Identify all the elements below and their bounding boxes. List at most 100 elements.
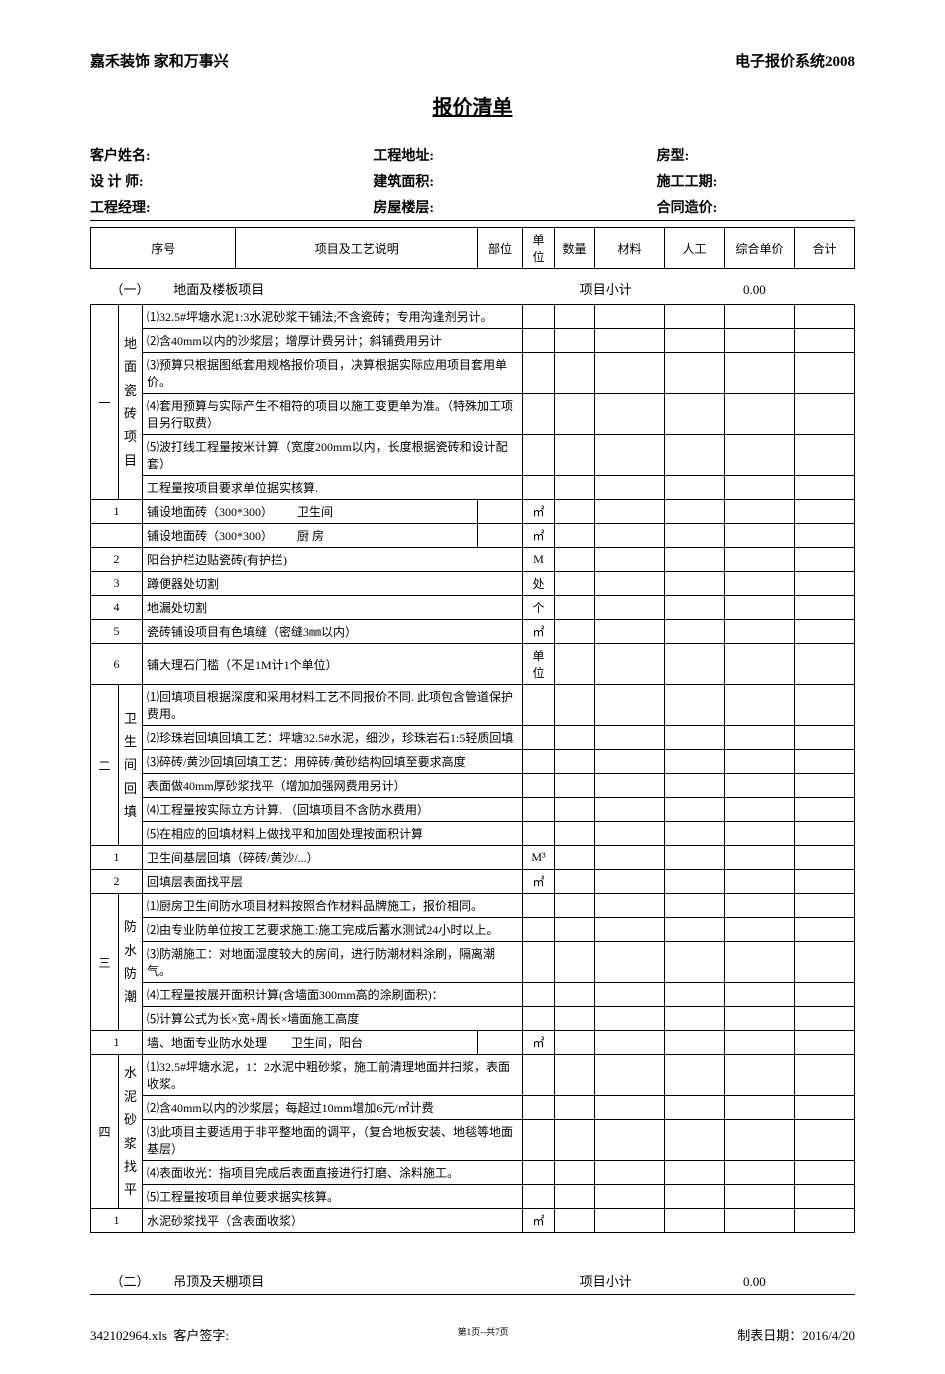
manager-label: 工程经理: — [90, 197, 373, 217]
type-label: 房型: — [657, 145, 855, 165]
doc-title: 报价清单 — [90, 91, 855, 120]
g2-note-2: ⑶碎砖/黄沙回填回填工艺：用碎砖/黄砂结构回填至要求高度 — [143, 750, 523, 774]
g3-note-3: ⑷工程量按展开面积计算(含墙面300mm高的涂刷面积)： — [143, 983, 523, 1007]
info-row-3: 工程经理: 房屋楼层: 合同造价: — [90, 197, 855, 221]
g1-i1-n: 1 — [91, 500, 143, 524]
col-unit: 单位 — [523, 228, 555, 269]
g2-note-4: ⑷工程量按实际立方计算. （回填项目不含防水费用） — [143, 798, 523, 822]
info-row-2: 设 计 师: 建筑面积: 施工工期: — [90, 171, 855, 191]
g3-i1-unit: ㎡ — [523, 1031, 555, 1055]
g3-note-4: ⑸计算公式为长×宽+周长×墙面施工高度 — [143, 1007, 523, 1031]
g2-note-0: ⑴回填项目根据深度和采用材料工艺不同报价不同. 此项包含管道保护费用。 — [143, 685, 523, 726]
section-2-header: （二） 吊顶及天棚项目 项目小计 0.00 — [90, 1261, 855, 1295]
section-1-num: （一） — [90, 279, 170, 298]
g4-i1-n: 1 — [91, 1209, 143, 1233]
address-label: 工程地址: — [373, 145, 656, 165]
g1-note-1: ⑵含40mm以内的沙浆层；增厚计费另计；斜铺费用另计 — [143, 329, 523, 353]
footer-file: 342102964.xls 客户签字: — [90, 1325, 229, 1344]
section-2-name: 吊顶及天棚项目 — [173, 1271, 453, 1290]
g1-i3-unit: M — [523, 548, 555, 572]
g4-note-1: ⑵含40mm以内的沙浆层；每超过10mm增加6元/㎡计费 — [143, 1096, 523, 1120]
col-labor: 人工 — [665, 228, 725, 269]
g1-i4-n: 3 — [91, 572, 143, 596]
customer-label: 客户姓名: — [90, 145, 373, 165]
col-item: 项目及工艺说明 — [236, 228, 478, 269]
g2-i1-desc: 卫生间基层回填（碎砖/黄沙/...） — [143, 846, 523, 870]
doc-header: 嘉禾装饰 家和万事兴 电子报价系统2008 — [90, 50, 855, 71]
g2-note-1: ⑵珍珠岩回填回填工艺：坪塘32.5#水泥，细沙，珍珠岩石1:5轻质回填 — [143, 726, 523, 750]
section-2-subtotal-label: 项目小计 — [580, 1271, 740, 1290]
g2-i2-desc: 回填层表面找平层 — [143, 870, 523, 894]
group-3-name: 防 水 防 潮 — [119, 894, 143, 1031]
g4-note-0: ⑴32.5#坪塘水泥，1：2水泥中粗砂浆，施工前清理地面并扫浆，表面收浆。 — [143, 1055, 523, 1096]
col-material: 材料 — [595, 228, 665, 269]
g2-i1-unit: M³ — [523, 846, 555, 870]
section-1-name: 地面及楼板项目 — [173, 279, 453, 298]
g1-i6-n: 5 — [91, 620, 143, 644]
g1-i7-n: 6 — [91, 644, 143, 685]
g4-i1-unit: ㎡ — [523, 1209, 555, 1233]
footer-page: 第1页--共7页 — [458, 1325, 509, 1344]
g1-note-3: ⑷套用预算与实际产生不相符的项目以施工变更单为准。（特殊加工项目另行取费） — [143, 394, 523, 435]
g1-note-0: ⑴32.5#坪塘水泥1:3水泥砂浆干铺法;不含瓷砖；专用沟逢剂另计。 — [143, 305, 523, 329]
group-1-num: 一 — [91, 305, 119, 500]
g2-i2-unit: ㎡ — [523, 870, 555, 894]
group-4-name: 水 泥 砂 浆 找 平 — [119, 1055, 143, 1209]
g1-i4-desc: 蹲便器处切割 — [143, 572, 523, 596]
section-2-num: （二） — [90, 1271, 170, 1290]
g1-i1-desc: 铺设地面砖（300*300） 卫生间 — [143, 500, 478, 524]
g1-i6-desc: 瓷砖铺设项目有色填缝（密缝3㎜以内） — [143, 620, 523, 644]
g1-i3-desc: 阳台护栏边贴瓷砖(有护拦) — [143, 548, 523, 572]
g3-i1-n: 1 — [91, 1031, 143, 1055]
section-1-subtotal-label: 项目小计 — [580, 279, 740, 298]
main-table: 一 地 面 瓷 砖 项 目 ⑴32.5#坪塘水泥1:3水泥砂浆干铺法;不含瓷砖；… — [90, 304, 855, 1233]
g4-note-4: ⑸工程量按项目单位要求据实核算。 — [143, 1185, 523, 1209]
header-table: 序号 项目及工艺说明 部位 单位 数量 材料 人工 综合单价 合计 — [90, 227, 855, 269]
section-2-subtotal-value: 0.00 — [743, 1274, 823, 1290]
g4-note-2: ⑶此项目主要适用于非平整地面的调平，（复合地板安装、地毯等地面基层） — [143, 1120, 523, 1161]
info-row-1: 客户姓名: 工程地址: 房型: — [90, 145, 855, 165]
contract-label: 合同造价: — [657, 197, 855, 217]
g3-i1-desc: 墙、地面专业防水处理 卫生间，阳台 — [143, 1031, 478, 1055]
g1-i6-unit: ㎡ — [523, 620, 555, 644]
g3-note-0: ⑴厨房卫生间防水项目材料按照合作材料品牌施工，报价相同。 — [143, 894, 523, 918]
g1-note-2: ⑶预算只根据图纸套用规格报价项目，决算根据实际应用项目套用单价。 — [143, 353, 523, 394]
g1-i5-desc: 地漏处切割 — [143, 596, 523, 620]
g1-i3-n: 2 — [91, 548, 143, 572]
group-4-num: 四 — [91, 1055, 119, 1209]
col-unitprice: 综合单价 — [725, 228, 795, 269]
duration-label: 施工工期: — [657, 171, 855, 191]
g1-i5-n: 4 — [91, 596, 143, 620]
g3-note-1: ⑵由专业防单位按工艺要求施工:施工完成后蓄水测试24小时以上。 — [143, 918, 523, 942]
section-1-header: （一） 地面及楼板项目 项目小计 0.00 — [90, 269, 855, 304]
g1-note-5: 工程量按项目要求单位据实核算. — [143, 476, 523, 500]
g1-i2-desc: 铺设地面砖（300*300） 厨 房 — [143, 524, 478, 548]
col-seq: 序号 — [91, 228, 236, 269]
section-1-subtotal-value: 0.00 — [743, 282, 823, 298]
area-label: 建筑面积: — [373, 171, 656, 191]
g1-i2-n — [91, 524, 143, 548]
g4-note-3: ⑷表面收光：指项目完成后表面直接进行打磨、涂料施工。 — [143, 1161, 523, 1185]
g4-i1-desc: 水泥砂浆找平（含表面收浆） — [143, 1209, 523, 1233]
group-2-num: 二 — [91, 685, 119, 846]
system-name: 电子报价系统2008 — [735, 50, 855, 71]
g1-i7-unit: 单位 — [523, 644, 555, 685]
floor-label: 房屋楼层: — [373, 197, 656, 217]
footer: 342102964.xls 客户签字: 第1页--共7页 制表日期：2016/4… — [90, 1325, 855, 1344]
g3-note-2: ⑶防潮施工：对地面湿度较大的房间，进行防潮材料涂刷，隔离潮气。 — [143, 942, 523, 983]
company-name: 嘉禾装饰 家和万事兴 — [90, 50, 229, 71]
footer-date: 制表日期：2016/4/20 — [737, 1325, 855, 1344]
designer-label: 设 计 师: — [90, 171, 373, 191]
g1-i7-desc: 铺大理石门槛（不足1M计1个单位） — [143, 644, 523, 685]
g1-i5-unit: 个 — [523, 596, 555, 620]
col-part: 部位 — [478, 228, 523, 269]
g2-i2-n: 2 — [91, 870, 143, 894]
col-qty: 数量 — [555, 228, 595, 269]
g2-i1-n: 1 — [91, 846, 143, 870]
g1-note-4: ⑸波打线工程量按米计算（宽度200mm以内，长度根据瓷砖和设计配套） — [143, 435, 523, 476]
group-2-name: 卫 生 间 回 填 — [119, 685, 143, 846]
g2-note-3: 表面做40mm厚砂浆找平（增加加强网费用另计） — [143, 774, 523, 798]
col-total: 合计 — [795, 228, 855, 269]
group-1-name: 地 面 瓷 砖 项 目 — [119, 305, 143, 500]
g2-note-5: ⑸在相应的回填材料上做找平和加固处理按面积计算 — [143, 822, 523, 846]
